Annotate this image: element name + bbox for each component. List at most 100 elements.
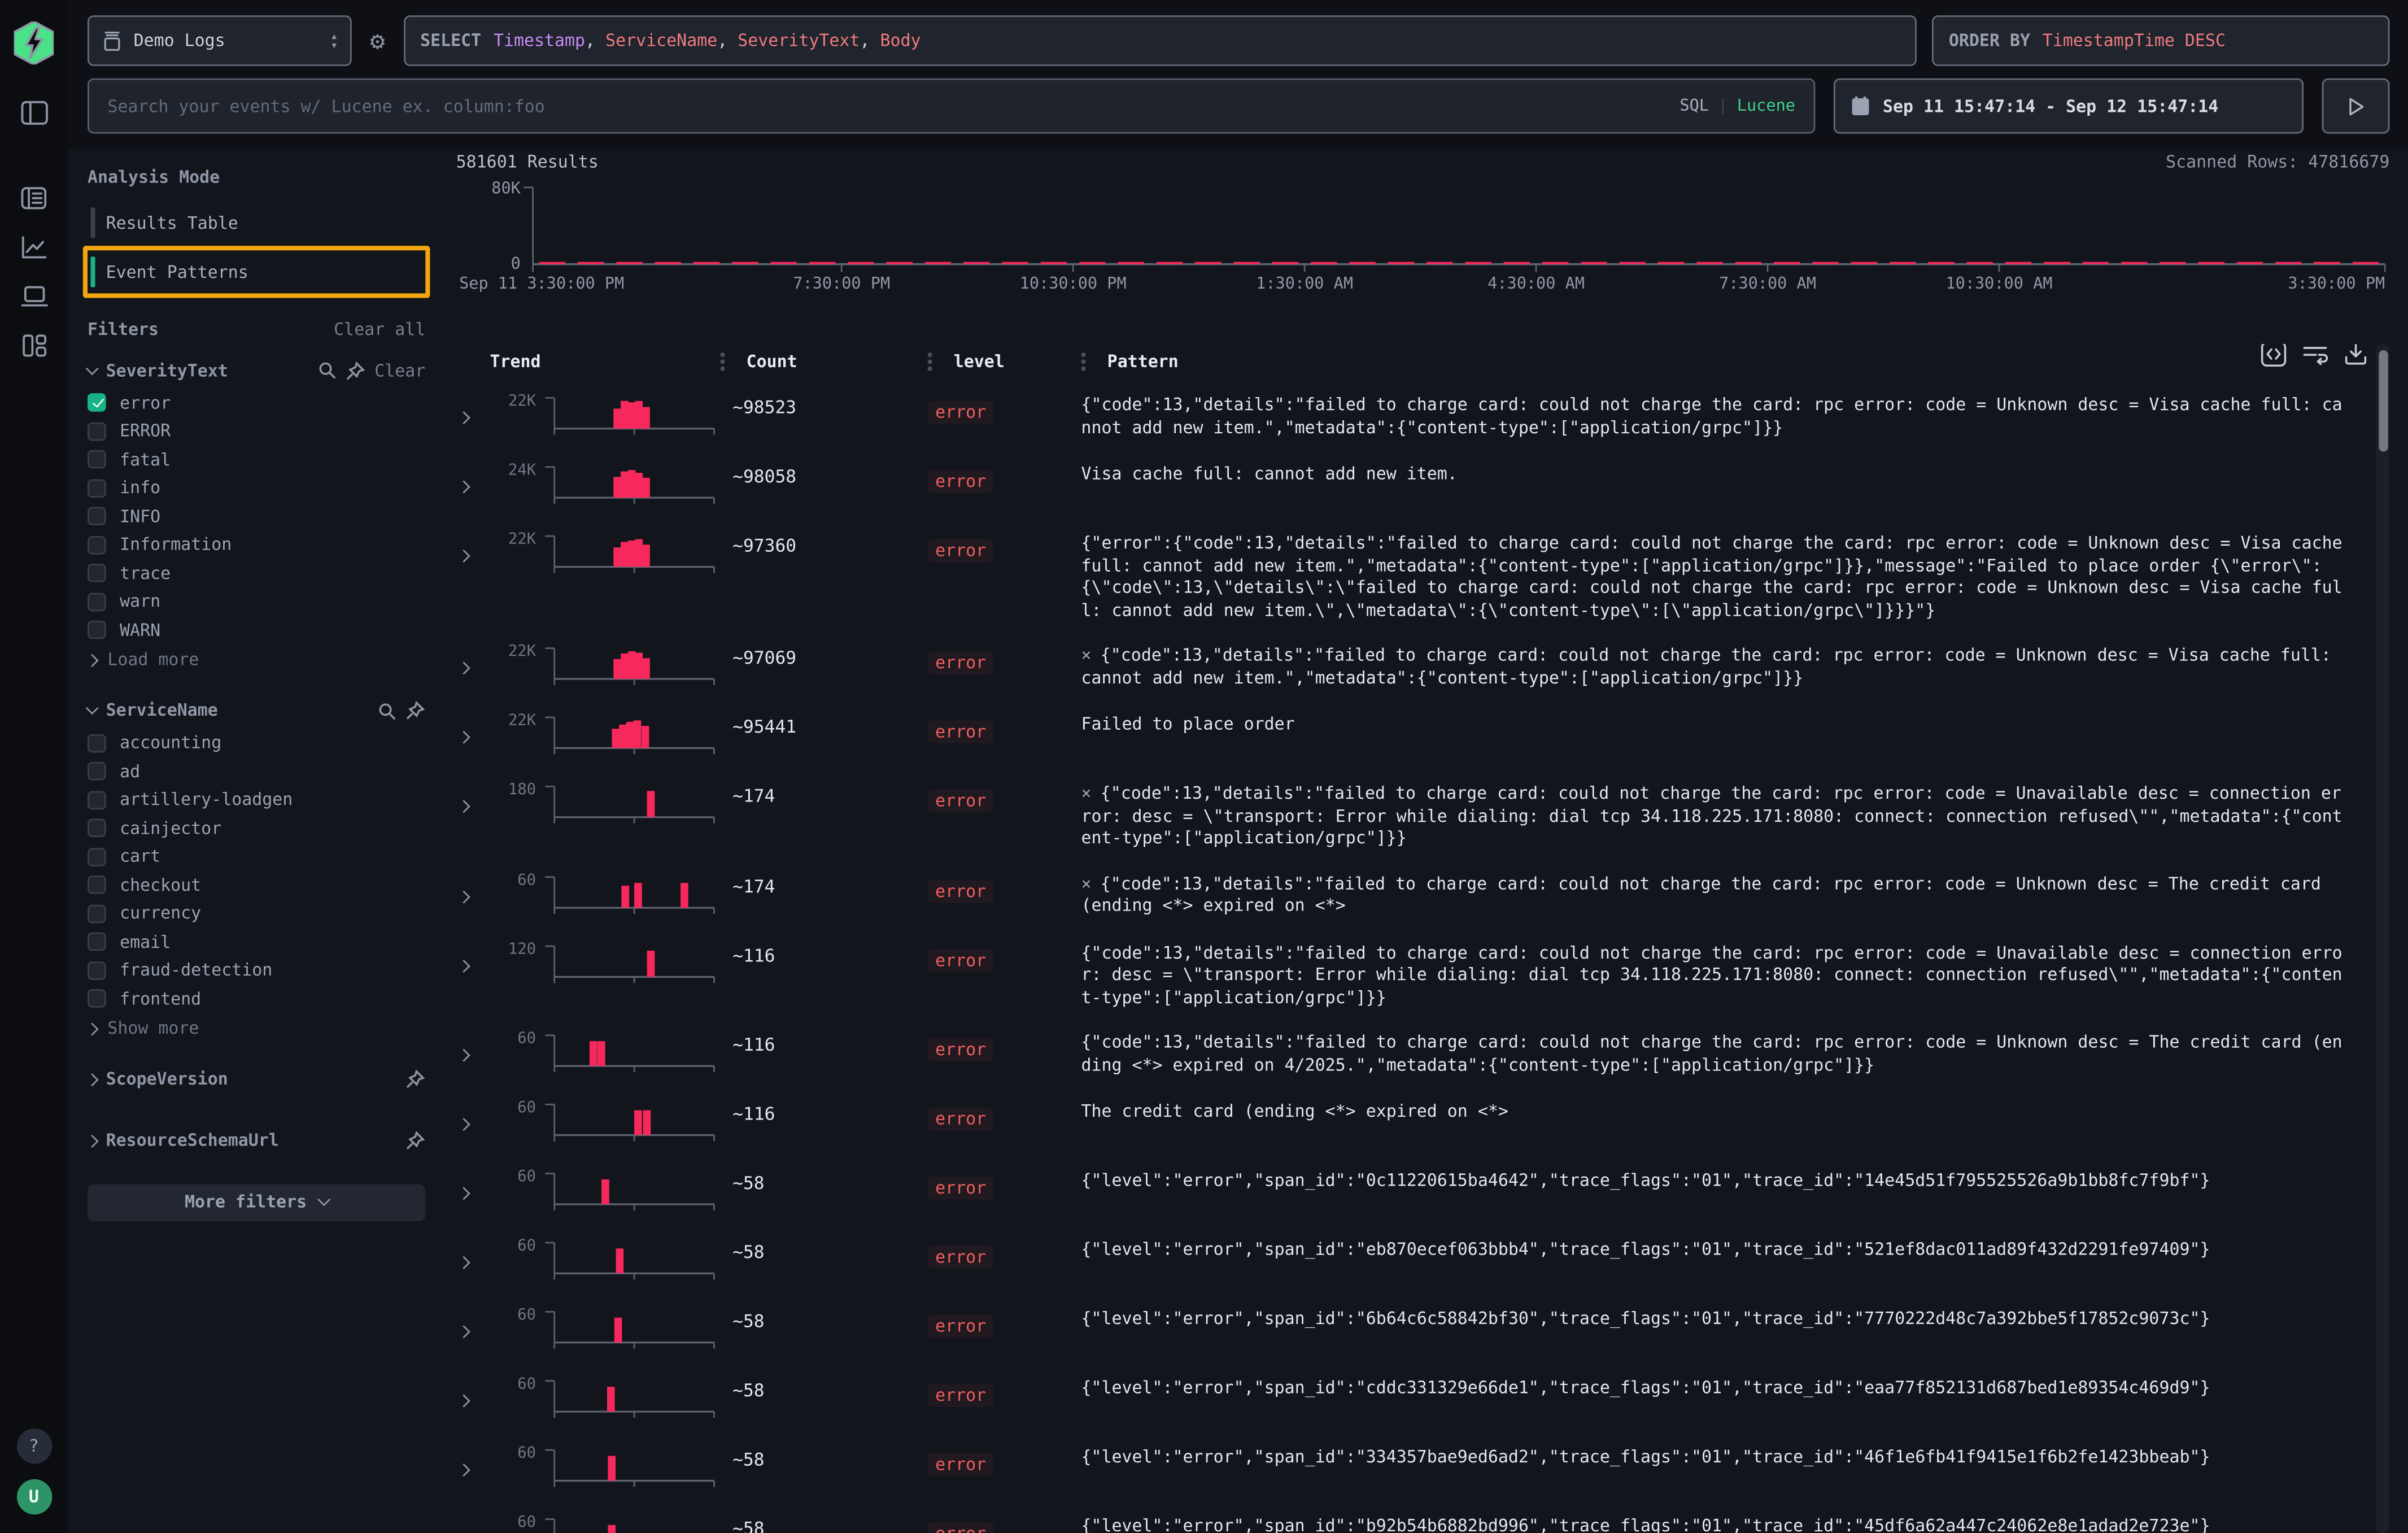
filter-group-header-servicename[interactable]: ServiceName (88, 692, 425, 729)
help-button[interactable]: ? (16, 1429, 52, 1464)
exclude-x-icon[interactable]: × (1081, 783, 1091, 803)
filter-option-artillery-loadgen[interactable]: artillery-loadgen (88, 786, 425, 814)
filter-option-accounting[interactable]: accounting (88, 729, 425, 757)
col-header-count[interactable]: Count (720, 351, 927, 371)
filter-show-more[interactable]: Show more (88, 1014, 425, 1042)
row-expand-chevron-icon[interactable] (456, 1439, 490, 1480)
row-expand-chevron-icon[interactable] (456, 638, 490, 679)
checkbox[interactable] (88, 762, 106, 781)
row-expand-chevron-icon[interactable] (456, 387, 490, 428)
filter-option-warn[interactable]: warn (88, 587, 425, 616)
checkbox[interactable] (88, 507, 106, 526)
checkbox[interactable] (88, 621, 106, 639)
user-avatar[interactable]: U (16, 1479, 52, 1515)
sql-mode-toggle[interactable]: SQL (1680, 97, 1709, 115)
results-histogram[interactable]: 80K0Sep 11 3:30:00 PM7:30:00 PM10:30:00 … (456, 178, 2390, 298)
row-expand-chevron-icon[interactable] (456, 707, 490, 748)
filter-load-more[interactable]: Load more (88, 646, 425, 674)
pattern-text[interactable]: The credit card (ending <*> expired on <… (1081, 1094, 2389, 1123)
search-logs-icon[interactable] (14, 178, 54, 218)
pattern-row[interactable]: 60 ~58 error {"level":"error","span_id":… (456, 1292, 2390, 1361)
code-view-icon[interactable] (2261, 344, 2287, 367)
row-expand-chevron-icon[interactable] (456, 865, 490, 907)
pattern-row[interactable]: 60 ~58 error {"level":"error","span_id":… (456, 1361, 2390, 1430)
chart-explorer-icon[interactable] (14, 227, 54, 267)
row-expand-chevron-icon[interactable] (456, 456, 490, 498)
checkbox[interactable] (88, 819, 106, 838)
pattern-text[interactable]: ×{"code":13,"details":"failed to charge … (1081, 638, 2389, 690)
exclude-x-icon[interactable]: × (1081, 645, 1091, 665)
checkbox[interactable] (88, 904, 106, 923)
filter-option-fraud-detection[interactable]: fraud-detection (88, 956, 425, 985)
checkbox[interactable] (88, 564, 106, 583)
pattern-row[interactable]: 22K ~95441 error Failed to place order (456, 698, 2390, 766)
pattern-row[interactable]: 22K ~97069 error ×{"code":13,"details":"… (456, 628, 2390, 697)
order-by-input[interactable]: ORDER BY TimestampTime DESC (1932, 15, 2389, 66)
pattern-text[interactable]: ×{"code":13,"details":"failed to charge … (1081, 776, 2389, 850)
filter-option-frontend[interactable]: frontend (88, 985, 425, 1013)
checkbox[interactable] (88, 535, 106, 554)
row-expand-chevron-icon[interactable] (456, 1508, 490, 1533)
pattern-text[interactable]: {"code":13,"details":"failed to charge c… (1081, 1025, 2389, 1077)
checkbox-checked[interactable] (88, 394, 106, 412)
pattern-text[interactable]: Failed to place order (1081, 707, 2389, 737)
analysis-mode-option-results-table[interactable]: Results Table (88, 203, 425, 243)
row-expand-chevron-icon[interactable] (456, 1301, 490, 1342)
pattern-text[interactable]: {"code":13,"details":"failed to charge c… (1081, 387, 2389, 439)
source-settings-gear-icon[interactable]: ⚙ (367, 15, 388, 66)
col-header-trend[interactable]: Trend (490, 351, 720, 371)
filter-option-email[interactable]: email (88, 928, 425, 956)
row-expand-chevron-icon[interactable] (456, 525, 490, 567)
dashboards-icon[interactable] (14, 326, 54, 366)
pattern-text[interactable]: {"level":"error","span_id":"b92b54b6882b… (1081, 1508, 2389, 1533)
pattern-text[interactable]: {"level":"error","span_id":"cddc331329e6… (1081, 1370, 2389, 1400)
pattern-text[interactable]: ×{"code":13,"details":"failed to charge … (1081, 865, 2389, 917)
run-query-button[interactable] (2322, 79, 2390, 134)
scrollbar-thumb[interactable] (2378, 350, 2387, 451)
pattern-row[interactable]: 24K ~98058 error Visa cache full: cannot… (456, 447, 2390, 516)
filter-group-header-resourceschemaurl[interactable]: ResourceSchemaUrl (88, 1122, 425, 1159)
pattern-row[interactable]: 120 ~116 error {"code":13,"details":"fai… (456, 925, 2390, 1015)
filter-option-checkout[interactable]: checkout (88, 871, 425, 899)
filter-option-ad[interactable]: ad (88, 757, 425, 786)
row-expand-chevron-icon[interactable] (456, 1025, 490, 1066)
pattern-text[interactable]: {"level":"error","span_id":"eb870ecef063… (1081, 1232, 2389, 1262)
pin-filter-icon[interactable] (405, 1130, 425, 1150)
search-input[interactable]: Search your events w/ Lucene ex. column:… (88, 79, 1815, 134)
pattern-row[interactable]: 60 ~174 error ×{"code":13,"details":"fai… (456, 856, 2390, 925)
filter-option-information[interactable]: Information (88, 531, 425, 559)
filter-search-icon[interactable] (318, 361, 337, 380)
row-expand-chevron-icon[interactable] (456, 1232, 490, 1273)
filter-group-header-scopeversion[interactable]: ScopeVersion (88, 1061, 425, 1098)
wrap-lines-icon[interactable] (2302, 344, 2328, 365)
pattern-row[interactable]: 22K ~98523 error {"code":13,"details":"f… (456, 378, 2390, 447)
filter-search-icon[interactable] (378, 701, 396, 720)
pattern-text[interactable]: {"error":{"code":13,"details":"failed to… (1081, 525, 2389, 622)
pattern-row[interactable]: 60 ~116 error The credit card (ending <*… (456, 1085, 2390, 1153)
table-scrollbar[interactable] (2376, 344, 2389, 1533)
filter-option-currency[interactable]: currency (88, 899, 425, 927)
sidebar-toggle-icon[interactable] (14, 92, 54, 132)
row-expand-chevron-icon[interactable] (456, 776, 490, 817)
pattern-row[interactable]: 180 ~174 error ×{"code":13,"details":"fa… (456, 766, 2390, 856)
pattern-row[interactable]: 60 ~58 error {"level":"error","span_id":… (456, 1153, 2390, 1222)
pattern-row[interactable]: 60 ~58 error {"level":"error","span_id":… (456, 1430, 2390, 1499)
checkbox[interactable] (88, 961, 106, 980)
filter-option-error[interactable]: error (88, 389, 425, 417)
checkbox[interactable] (88, 450, 106, 469)
pattern-row[interactable]: 60 ~58 error {"level":"error","span_id":… (456, 1223, 2390, 1292)
filter-option-error[interactable]: ERROR (88, 417, 425, 445)
filter-option-cart[interactable]: cart (88, 843, 425, 871)
row-expand-chevron-icon[interactable] (456, 935, 490, 976)
pin-filter-icon[interactable] (346, 360, 365, 380)
lucene-mode-toggle[interactable]: Lucene (1737, 97, 1795, 115)
checkbox[interactable] (88, 933, 106, 951)
time-range-picker[interactable]: Sep 11 15:47:14 - Sep 12 15:47:14 (1834, 79, 2304, 134)
source-select[interactable]: Demo Logs ▴▾ (88, 15, 352, 66)
filter-option-info[interactable]: INFO (88, 502, 425, 530)
filter-group-header-severitytext[interactable]: SeverityTextClear (88, 352, 425, 389)
pattern-text[interactable]: Visa cache full: cannot add new item. (1081, 456, 2389, 486)
app-logo-icon[interactable] (14, 21, 54, 64)
filter-option-warn[interactable]: WARN (88, 616, 425, 644)
checkbox[interactable] (88, 422, 106, 441)
